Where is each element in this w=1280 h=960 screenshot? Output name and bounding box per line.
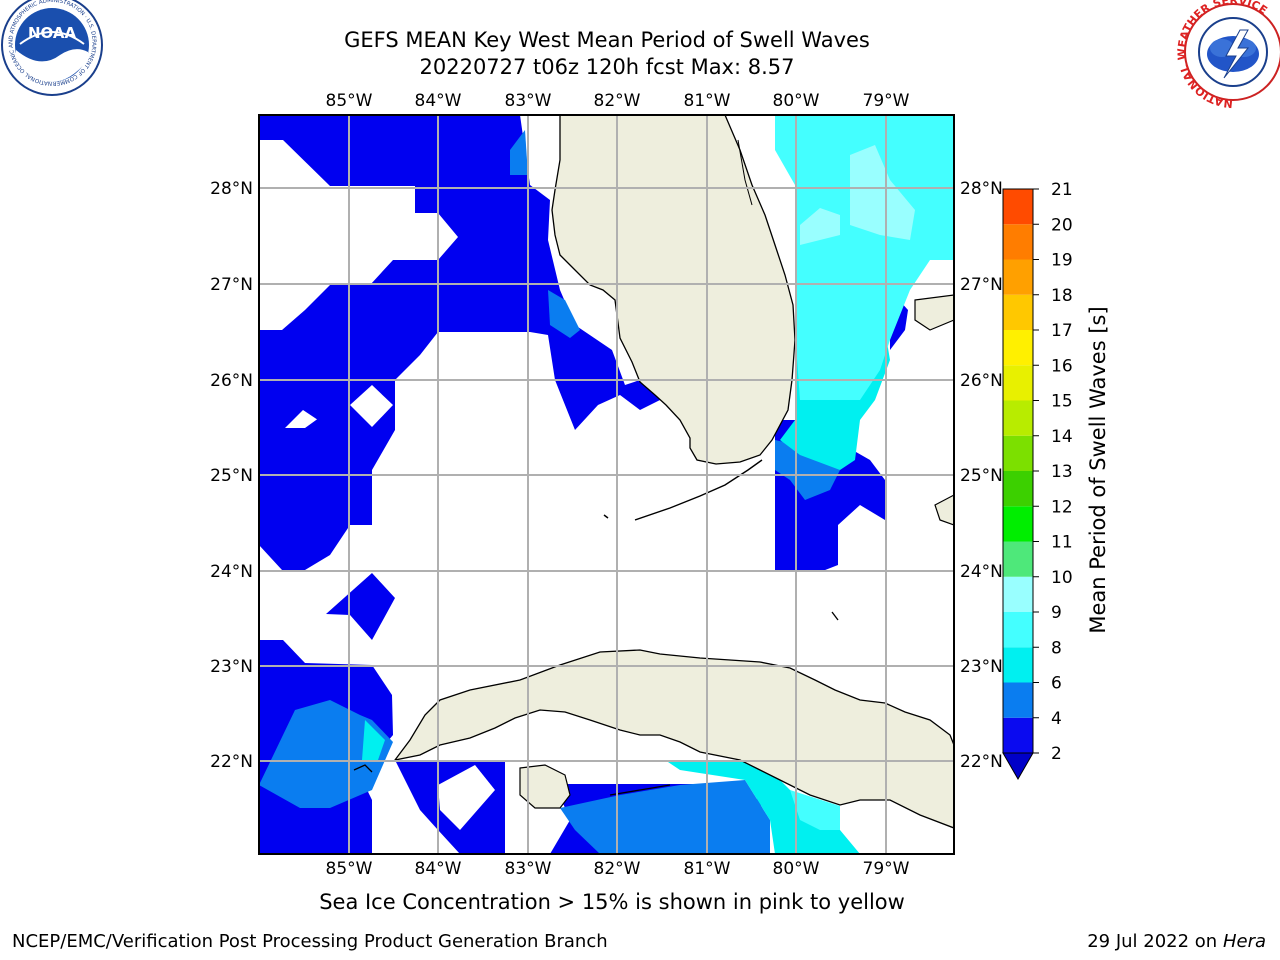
chart-subtitle: 20220727 t06z 120h fcst Max: 8.57 — [419, 55, 795, 79]
colorbar-tick-label-7: 12 — [1051, 497, 1073, 517]
colorbar-tick-label-0: 2 — [1051, 744, 1062, 764]
lon-top-1: 84°W — [415, 91, 462, 111]
bahamas-land — [914, 294, 954, 331]
colorbar-tick-label-6: 11 — [1051, 533, 1073, 553]
colorbar-tick-label-9: 14 — [1051, 427, 1073, 447]
colorbar-tick-label-13: 18 — [1051, 286, 1073, 306]
lon-labels: 85°W 84°W 83°W 82°W 81°W 80°W 79°W 85°W … — [326, 91, 910, 879]
lat-right-4: 24°N — [960, 562, 1003, 582]
lat-right-5: 23°N — [960, 657, 1003, 677]
swell-mid-blue-regions — [259, 130, 840, 854]
isle-of-youth — [519, 764, 571, 809]
lon-bottom-1: 84°W — [415, 859, 462, 879]
lat-right-1: 27°N — [960, 275, 1003, 295]
colorbar-bin-5 — [1003, 541, 1033, 577]
colorbar-tick-label-15: 20 — [1051, 215, 1073, 235]
colorbar-tick-label-2: 6 — [1051, 674, 1062, 694]
lon-bottom-6: 79°W — [863, 859, 910, 879]
colorbar-bin-0 — [1003, 717, 1033, 753]
date-text: 29 Jul 2022 on — [1087, 931, 1223, 952]
lon-top-4: 81°W — [684, 91, 731, 111]
colorbar-bin-10 — [1003, 365, 1033, 401]
colorbar-bin-1 — [1003, 682, 1033, 718]
lat-left-0: 28°N — [210, 179, 253, 199]
colorbar-tick-label-12: 17 — [1051, 321, 1073, 341]
lat-left-6: 22°N — [210, 752, 253, 772]
colorbar-tick-label-14: 19 — [1051, 251, 1073, 271]
colorbar-tick-label-8: 13 — [1051, 462, 1073, 482]
map-gridlines — [259, 115, 954, 854]
colorbar-extend-triangle — [1002, 752, 1034, 781]
lat-right-3: 25°N — [960, 466, 1003, 486]
swell-light-cyan-regions — [775, 115, 954, 830]
colorbar-tick-label-3: 8 — [1051, 638, 1062, 658]
lon-bottom-4: 81°W — [684, 859, 731, 879]
lon-bottom-0: 85°W — [326, 859, 373, 879]
colorbar-tick-label-10: 15 — [1051, 392, 1073, 412]
map-area — [259, 115, 954, 854]
lat-left-3: 25°N — [210, 466, 253, 486]
lat-right-0: 28°N — [960, 179, 1003, 199]
lon-top-5: 80°W — [773, 91, 820, 111]
colorbar-bin-2 — [1003, 647, 1033, 683]
colorbar-tick-label-5: 10 — [1051, 568, 1073, 588]
lon-top-6: 79°W — [863, 91, 910, 111]
noaa-logo: NOAA NATIONAL OCEANIC AND ATMOSPHERIC AD… — [0, 0, 103, 96]
colorbar-bin-11 — [1003, 330, 1033, 366]
lon-top-3: 82°W — [594, 91, 641, 111]
colorbar-title: Mean Period of Swell Waves [s] — [1086, 306, 1110, 634]
lon-bottom-5: 80°W — [773, 859, 820, 879]
credit-line: NCEP/EMC/Verification Post Processing Pr… — [12, 931, 608, 952]
colorbar-bin-4 — [1003, 576, 1033, 612]
sea-ice-note: Sea Ice Concentration > 15% is shown in … — [319, 890, 905, 914]
florida-land — [551, 115, 796, 465]
florida-keys — [634, 459, 763, 521]
colorbar: 2 4 6 8 9 10 11 12 13 14 15 16 17 18 19 20 21 — [1002, 180, 1073, 781]
colorbar-bin-7 — [1003, 471, 1033, 507]
colorbar-bin-12 — [1003, 294, 1033, 330]
bahamas-shelf — [934, 494, 954, 526]
lon-top-2: 83°W — [505, 91, 552, 111]
nws-logo: NATIONAL WEATHER SERVICE — [1175, 0, 1280, 110]
colorbar-tick-label-1: 4 — [1051, 709, 1062, 729]
chart-title: GEFS MEAN Key West Mean Period of Swell … — [344, 28, 870, 52]
lat-right-6: 22°N — [960, 752, 1003, 772]
lat-left-1: 27°N — [210, 275, 253, 295]
colorbar-bin-3 — [1003, 612, 1033, 648]
lon-bottom-3: 82°W — [594, 859, 641, 879]
noaa-logo-text: NOAA — [28, 24, 77, 42]
colorbar-bin-6 — [1003, 506, 1033, 542]
map-frame — [258, 114, 955, 855]
colorbar-tick-label-16: 21 — [1051, 180, 1073, 200]
lon-top-0: 85°W — [326, 91, 373, 111]
lat-left-4: 24°N — [210, 562, 253, 582]
lat-left-5: 23°N — [210, 657, 253, 677]
lat-left-2: 26°N — [210, 371, 253, 391]
colorbar-bin-8 — [1003, 435, 1033, 471]
colorbar-bin-9 — [1003, 400, 1033, 436]
colorbar-tick-label-11: 16 — [1051, 356, 1073, 376]
date-line: 29 Jul 2022 on Hera — [1087, 931, 1266, 952]
swell-pale-cyan-regions — [800, 145, 915, 245]
colorbar-bin-15 — [1003, 189, 1033, 225]
lat-labels: 28°N 27°N 26°N 25°N 24°N 23°N 22°N 28°N … — [210, 179, 1003, 772]
lon-bottom-2: 83°W — [505, 859, 552, 879]
lat-right-2: 26°N — [960, 371, 1003, 391]
colorbar-bin-14 — [1003, 224, 1033, 260]
machine-name: Hera — [1222, 931, 1266, 952]
colorbar-tick-label-4: 9 — [1051, 603, 1062, 623]
colorbar-bin-13 — [1003, 259, 1033, 295]
cuba-land — [393, 649, 954, 829]
